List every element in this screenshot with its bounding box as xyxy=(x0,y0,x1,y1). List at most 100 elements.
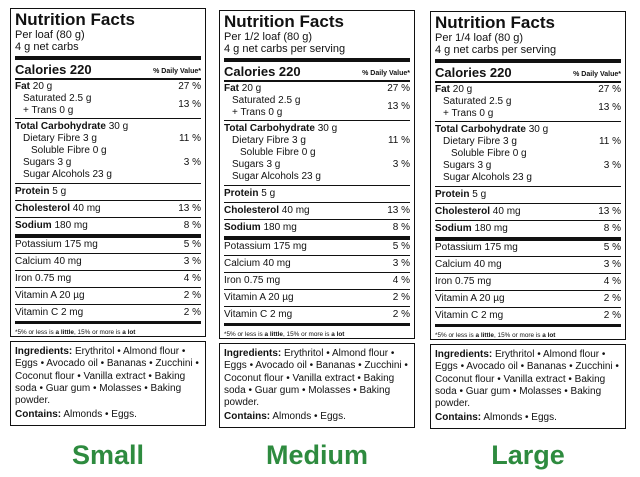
ingredients-text: Ingredients: Erythritol • Almond flour •… xyxy=(435,349,621,410)
fibre-label: Dietary Fibre 3 g xyxy=(23,133,97,144)
protein-amount: 5 g xyxy=(49,186,67,197)
iron-row: Iron 0.75 mg 4 % xyxy=(15,270,201,285)
calcium-row: Calcium 40 mg 3 % xyxy=(435,256,621,271)
cholesterol-amount: 40 mg xyxy=(70,203,101,214)
ingredients-list: Erythritol • Almond flour • Eggs • Avoca… xyxy=(15,346,199,407)
calcium-dv: 3 % xyxy=(603,259,621,270)
vitamin-a-row: Vitamin A 20 µg 2 % xyxy=(435,290,621,305)
sugars-dv: 3 % xyxy=(183,157,201,168)
daily-value-header: % Daily Value* xyxy=(573,71,621,78)
thick-divider xyxy=(224,236,410,240)
vitamin-a-row: Vitamin A 20 µg 2 % xyxy=(15,287,201,302)
sodium-dv: 8 % xyxy=(603,223,621,234)
carbohydrate-label: Total Carbohydrate xyxy=(15,121,106,132)
sugar-alcohols-label: Sugar Alcohols 23 g xyxy=(232,171,321,182)
net-carbs-note: 4 g net carbs per serving xyxy=(435,44,557,56)
vitamin-a-dv: 2 % xyxy=(392,292,410,303)
ingredients-label: Ingredients: xyxy=(15,346,73,357)
potassium-label: Potassium 175 mg xyxy=(15,239,98,250)
sodium-row: Sodium 180 mg 8 % xyxy=(435,220,621,235)
sugars-row: Sugars 3 g 3 % xyxy=(435,160,621,172)
contains-text: Contains: Almonds • Eggs. xyxy=(15,409,201,421)
soluble-fibre-label: Soluble Fibre 0 g xyxy=(451,148,527,159)
contains-label: Contains: xyxy=(224,411,271,423)
sugars-row: Sugars 3 g 3 % xyxy=(15,157,201,169)
trans-fat: + Trans 0 g xyxy=(232,106,283,118)
fat-row: Fat 20 g 27 % xyxy=(224,83,410,95)
thick-divider xyxy=(15,56,201,60)
medium-divider xyxy=(15,78,201,80)
contains-text: Contains: Almonds • Eggs. xyxy=(435,412,621,424)
fibre-row: Dietary Fibre 3 g 11 % xyxy=(224,135,410,147)
medium-divider xyxy=(435,81,621,83)
fibre-row: Dietary Fibre 3 g 11 % xyxy=(15,133,201,145)
footnote-text: *5% or less is xyxy=(15,329,56,336)
serving-size: Per 1/2 loaf (80 g) xyxy=(224,31,313,43)
vitamin-a-label: Vitamin A 20 µg xyxy=(15,290,85,301)
soluble-fibre-row: Soluble Fibre 0 g xyxy=(224,147,410,159)
sodium-amount: 180 mg xyxy=(471,223,508,234)
cholesterol-label: Cholesterol xyxy=(224,205,280,216)
saturated-fat: Saturated 2.5 g xyxy=(443,96,512,107)
calcium-dv: 3 % xyxy=(183,256,201,267)
thick-divider xyxy=(15,321,201,324)
ingredients-box: Ingredients: Erythritol • Almond flour •… xyxy=(430,344,626,429)
sugars-row: Sugars 3 g 3 % xyxy=(224,159,410,171)
contains-list: Almonds • Eggs. xyxy=(270,411,346,423)
vitamin-c-row: Vitamin C 2 mg 2 % xyxy=(224,306,410,321)
medium-divider xyxy=(224,80,410,82)
cholesterol-amount: 40 mg xyxy=(490,206,521,217)
carbohydrate-row: Total Carbohydrate 30 g xyxy=(15,118,201,133)
potassium-dv: 5 % xyxy=(603,242,621,253)
footnote-text: *5% or less is xyxy=(435,332,476,339)
nutrition-facts-title: Nutrition Facts xyxy=(224,12,344,31)
potassium-label: Potassium 175 mg xyxy=(224,241,307,252)
footnote-lot: a lot xyxy=(122,329,136,336)
protein-row: Protein 5 g xyxy=(224,185,410,200)
nutrition-facts-table: Nutrition Facts Per 1/4 loaf (80 g) 4 g … xyxy=(430,11,626,340)
net-carbs-note: 4 g net carbs per serving xyxy=(224,43,346,55)
calories-row: Calories 220 % Daily Value* xyxy=(435,64,621,80)
nutrition-panel: Nutrition Facts Per 1/2 loaf (80 g) 4 g … xyxy=(219,10,415,428)
cholesterol-dv: 13 % xyxy=(387,205,410,216)
iron-row: Iron 0.75 mg 4 % xyxy=(224,272,410,287)
iron-label: Iron 0.75 mg xyxy=(224,275,281,286)
net-carbs-note: 4 g net carbs xyxy=(15,41,79,53)
saturated-fat: Saturated 2.5 g xyxy=(23,93,92,104)
sugar-alcohols-row: Sugar Alcohols 23 g xyxy=(435,172,621,184)
nutrition-panel: Nutrition Facts Per loaf (80 g) 4 g net … xyxy=(10,8,206,426)
carbohydrate-amount: 30 g xyxy=(525,124,549,135)
sugar-alcohols-label: Sugar Alcohols 23 g xyxy=(23,169,112,180)
vitamin-a-label: Vitamin A 20 µg xyxy=(435,293,505,304)
carbohydrate-row: Total Carbohydrate 30 g xyxy=(435,121,621,136)
fat-amount: 20 g xyxy=(450,84,473,95)
sodium-row: Sodium 180 mg 8 % xyxy=(224,219,410,234)
daily-value-header: % Daily Value* xyxy=(362,70,410,77)
soluble-fibre-label: Soluble Fibre 0 g xyxy=(31,145,107,156)
sodium-label: Sodium xyxy=(15,220,52,231)
calcium-row: Calcium 40 mg 3 % xyxy=(15,253,201,268)
daily-value-footnote: *5% or less is a little, 15% or more is … xyxy=(15,326,201,336)
fat-dv: 27 % xyxy=(387,83,410,94)
nutrition-facts-title: Nutrition Facts xyxy=(15,10,135,29)
cholesterol-label: Cholesterol xyxy=(15,203,71,214)
sodium-label: Sodium xyxy=(224,222,261,233)
size-label: Medium xyxy=(265,440,368,470)
fibre-dv: 11 % xyxy=(598,136,621,147)
fibre-dv: 11 % xyxy=(178,133,201,144)
size-label: Large xyxy=(491,440,565,470)
vitamin-c-row: Vitamin C 2 mg 2 % xyxy=(435,307,621,322)
sugar-alcohols-row: Sugar Alcohols 23 g xyxy=(224,171,410,183)
vitamin-c-row: Vitamin C 2 mg 2 % xyxy=(15,304,201,319)
footnote-little: a little xyxy=(55,329,74,336)
ingredients-list: Erythritol • Almond flour • Eggs • Avoca… xyxy=(224,348,408,409)
calories-label: Calories 220 xyxy=(15,62,92,77)
vitamin-a-label: Vitamin A 20 µg xyxy=(224,292,294,303)
saturated-trans-row: Saturated 2.5 g + Trans 0 g 13 % xyxy=(15,93,201,116)
contains-label: Contains: xyxy=(15,409,62,421)
ingredients-box: Ingredients: Erythritol • Almond flour •… xyxy=(219,343,415,428)
saturated-trans-dv: 13 % xyxy=(178,98,201,110)
protein-amount: 5 g xyxy=(469,189,487,200)
footnote-lot: a lot xyxy=(542,332,556,339)
fibre-row: Dietary Fibre 3 g 11 % xyxy=(435,136,621,148)
